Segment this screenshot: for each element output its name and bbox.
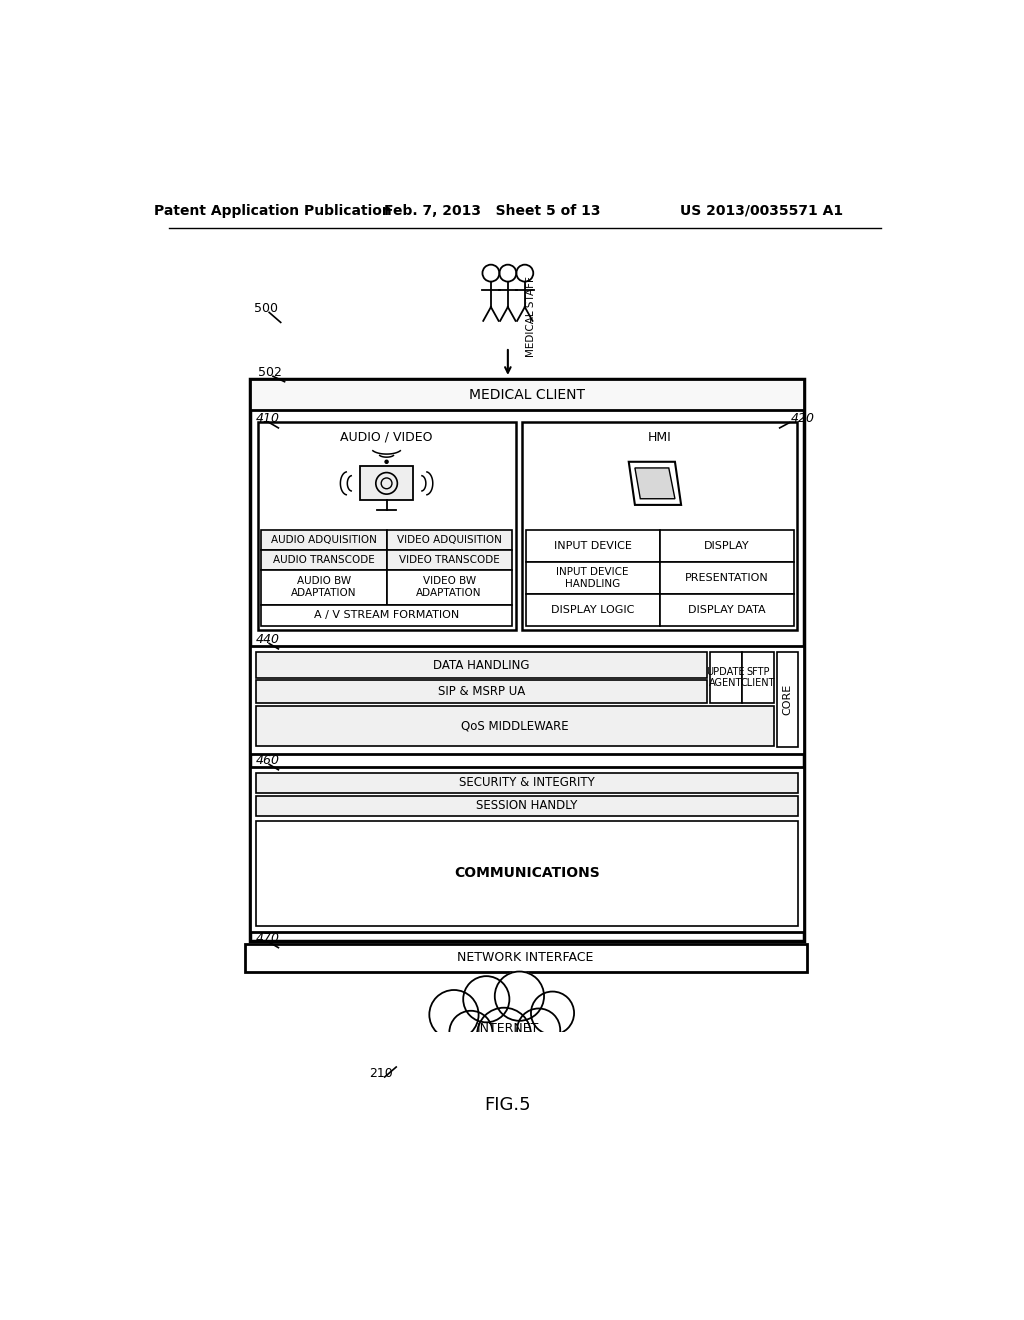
Circle shape (385, 461, 388, 463)
Text: QoS MIDDLEWARE: QoS MIDDLEWARE (462, 719, 569, 733)
Bar (256, 652, 708, 678)
Text: AUDIO TRANSCODE: AUDIO TRANSCODE (273, 554, 375, 565)
Bar (256, 796, 798, 816)
Text: 440: 440 (255, 634, 280, 647)
Text: MEDICAL CLIENT: MEDICAL CLIENT (469, 388, 585, 401)
Bar (256, 706, 774, 746)
Text: MEDICAL STAFF: MEDICAL STAFF (526, 276, 536, 356)
Text: Patent Application Publication: Patent Application Publication (155, 203, 392, 218)
Text: A / V STREAM FORMATION: A / V STREAM FORMATION (314, 610, 459, 620)
Text: 500: 500 (254, 302, 278, 315)
Text: US 2013/0035571 A1: US 2013/0035571 A1 (680, 203, 844, 218)
Bar (521, 422, 798, 630)
Bar (250, 645, 804, 754)
Text: AUDIO ADQUISITION: AUDIO ADQUISITION (271, 535, 377, 545)
Text: NETWORK INTERFACE: NETWORK INTERFACE (458, 952, 594, 964)
Bar (387, 570, 512, 605)
Polygon shape (635, 469, 675, 499)
Bar (261, 529, 387, 549)
Text: VIDEO BW
ADAPTATION: VIDEO BW ADAPTATION (417, 577, 482, 598)
Text: DISPLAY LOGIC: DISPLAY LOGIC (551, 605, 634, 615)
Bar (261, 605, 512, 626)
Text: SFTP
CLIENT: SFTP CLIENT (740, 667, 775, 688)
Circle shape (450, 1011, 493, 1053)
Bar (256, 774, 798, 793)
Text: UPDATE
AGENT: UPDATE AGENT (707, 667, 745, 688)
Bar (256, 821, 798, 927)
Text: INTERNET: INTERNET (477, 1022, 539, 1035)
Text: SECURITY & INTEGRITY: SECURITY & INTEGRITY (459, 776, 595, 789)
Bar (387, 529, 512, 549)
Text: 420: 420 (792, 412, 815, 425)
Text: CORE: CORE (782, 684, 793, 715)
Bar (525, 594, 659, 626)
Bar (261, 570, 387, 605)
Text: 502: 502 (258, 366, 282, 379)
Bar (659, 594, 794, 626)
Circle shape (429, 990, 478, 1039)
Text: INPUT DEVICE: INPUT DEVICE (554, 541, 632, 550)
Text: AUDIO / VIDEO: AUDIO / VIDEO (340, 430, 433, 444)
Bar (659, 529, 794, 562)
Circle shape (463, 977, 509, 1022)
Circle shape (477, 1007, 531, 1061)
Text: AUDIO BW
ADAPTATION: AUDIO BW ADAPTATION (291, 577, 356, 598)
Circle shape (495, 972, 544, 1020)
Text: VIDEO TRANSCODE: VIDEO TRANSCODE (398, 554, 500, 565)
Bar (525, 529, 659, 562)
Text: DISPLAY DATA: DISPLAY DATA (688, 605, 765, 615)
Text: 210: 210 (370, 1067, 393, 1080)
Circle shape (517, 1008, 560, 1052)
Text: FIG.5: FIG.5 (484, 1097, 531, 1114)
Bar (776, 652, 798, 747)
Text: Feb. 7, 2013   Sheet 5 of 13: Feb. 7, 2013 Sheet 5 of 13 (384, 203, 601, 218)
Text: DATA HANDLING: DATA HANDLING (433, 659, 530, 672)
Text: PRESENTATION: PRESENTATION (685, 573, 768, 583)
Bar (261, 549, 387, 570)
Bar (525, 562, 659, 594)
Text: SIP & MSRP UA: SIP & MSRP UA (438, 685, 525, 698)
Text: COMMUNICATIONS: COMMUNICATIONS (455, 866, 600, 880)
Bar (256, 680, 708, 702)
Bar (659, 562, 794, 594)
Bar (710, 652, 742, 702)
Bar (250, 379, 804, 941)
Bar (742, 652, 774, 702)
Text: 410: 410 (255, 412, 280, 425)
Bar (423, 1032, 593, 1071)
Bar (258, 422, 515, 630)
Bar (250, 767, 804, 932)
Text: SESSION HANDLY: SESSION HANDLY (476, 800, 578, 813)
Bar (360, 466, 413, 500)
Circle shape (531, 991, 574, 1035)
Bar (250, 379, 804, 411)
Bar (245, 944, 807, 972)
Text: 460: 460 (255, 754, 280, 767)
Text: 470: 470 (255, 932, 280, 945)
Bar (387, 549, 512, 570)
Text: DISPLAY: DISPLAY (703, 541, 750, 550)
Text: VIDEO ADQUISITION: VIDEO ADQUISITION (396, 535, 502, 545)
Text: HMI: HMI (647, 430, 672, 444)
Text: INPUT DEVICE
HANDLING: INPUT DEVICE HANDLING (556, 568, 629, 589)
